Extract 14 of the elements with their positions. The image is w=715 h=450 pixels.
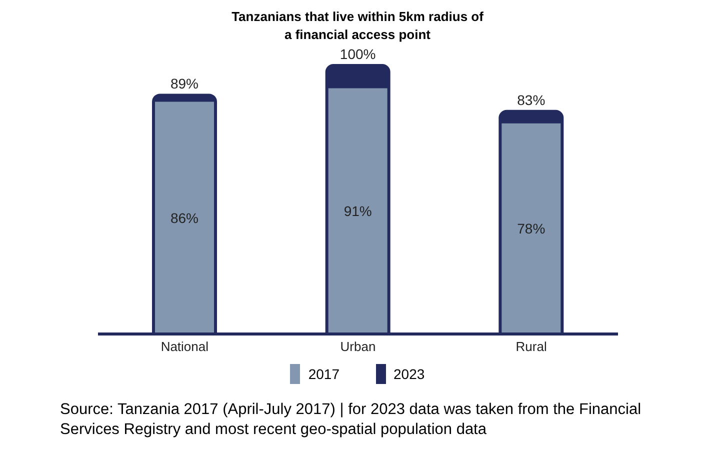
x-tick-label: Urban [340,339,376,354]
x-tick-label: National [160,339,208,354]
source-note: Source: Tanzania 2017 (April-July 2017) | for 2023 data was taken from the Financial Services Registry and most recent geo-spatial population data [60,400,642,440]
data-label: 86% [170,210,198,226]
legend-label: 2017 [308,366,340,382]
data-label: 78% [516,220,545,237]
data-label: 83% [516,92,545,108]
data-label: 91% [343,203,372,220]
chart-title: Tanzanians that live within 5km radius of a financial access point [230,8,484,44]
legend-label: 2023 [394,366,425,382]
x-tick-label: Rural [515,339,546,354]
bar [328,88,387,334]
data-label: 100% [339,46,376,62]
data-label: 89% [170,76,198,92]
